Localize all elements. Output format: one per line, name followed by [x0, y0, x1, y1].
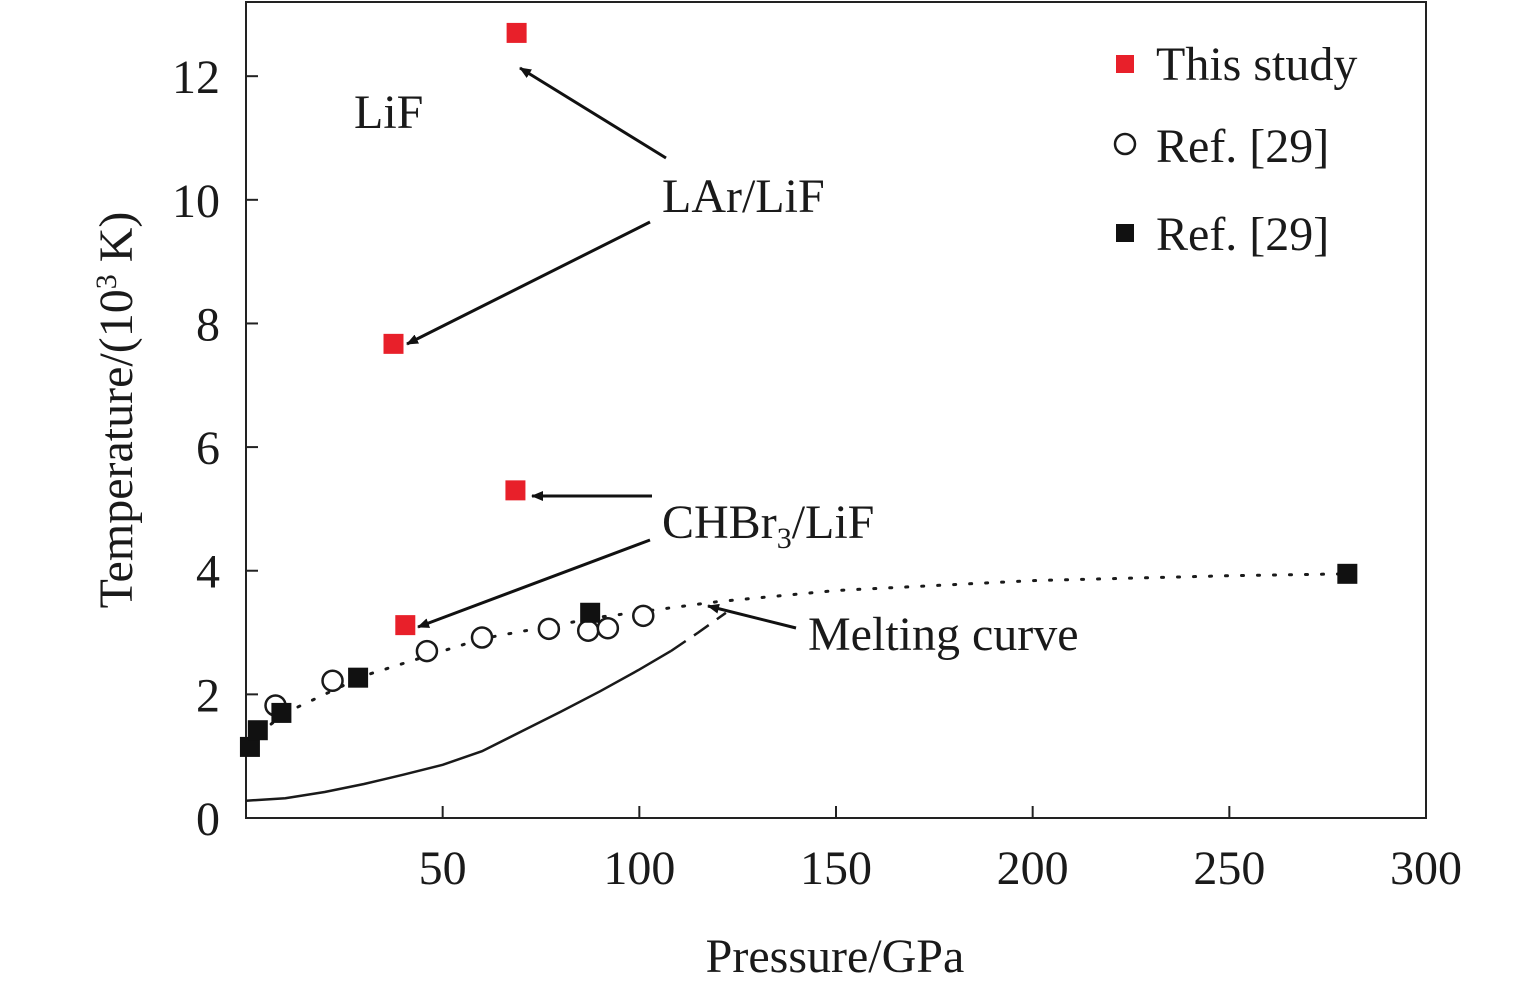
series-1-point: [470, 626, 494, 649]
arrow-lar-low: [406, 220, 651, 346]
series-2-point: [247, 720, 268, 741]
annotation-lif: LiF: [354, 86, 423, 139]
legend-label-ref29-open: Ref. [29]: [1156, 120, 1329, 173]
x-tick-label: 50: [419, 842, 467, 895]
series-1-point: [632, 604, 655, 628]
y-tick-label: 10: [172, 175, 220, 228]
x-axis-title: Pressure/GPa: [706, 930, 965, 983]
curves: [244, 572, 1349, 802]
series-1-point: [596, 616, 620, 640]
y-tick-label: 6: [196, 422, 220, 475]
x-tick-label: 250: [1193, 842, 1265, 895]
legend-label-this-study: This study: [1156, 38, 1357, 91]
series-1-point: [537, 617, 561, 641]
y-tick-label: 2: [196, 669, 220, 722]
legend-marker-ref29-open: [1113, 132, 1137, 156]
series-0-point: [383, 333, 404, 354]
series-2-point: [271, 702, 292, 723]
melting-curve-solid: [245, 650, 672, 802]
annotation-lar-lif: LAr/LiF: [662, 170, 825, 223]
melting-curve-dashed: [670, 611, 727, 653]
x-tick-label: 200: [997, 842, 1069, 895]
legend-marker-this-study: [1116, 55, 1134, 73]
x-tick-label: 150: [800, 842, 872, 895]
annotation-chbr3-suffix: /LiF: [792, 496, 875, 549]
series-1-point: [415, 639, 439, 663]
series-0-point: [506, 22, 527, 43]
series-1-point: [321, 669, 344, 693]
arrow-lar-high: [519, 66, 667, 160]
data-points: [239, 22, 1358, 757]
series-2-point: [348, 667, 369, 688]
y-tick-label: 0: [196, 793, 220, 846]
y-axis-ticks: 0 2 4 6 8 10 12: [172, 51, 258, 846]
y-tick-label: 8: [196, 298, 220, 351]
y-axis-title-prefix: Temperature/(10: [90, 289, 143, 608]
y-tick-label: 12: [172, 51, 220, 104]
annotation-chbr3-main: CHBr: [662, 496, 777, 549]
legend: This study Ref. [29] Ref. [29]: [1113, 38, 1357, 261]
series-1-point: [576, 619, 600, 642]
y-tick-label: 4: [196, 546, 220, 599]
series-2-point: [239, 736, 260, 757]
annotation-melting-curve: Melting curve: [808, 608, 1079, 661]
series-2-point: [580, 602, 601, 623]
series-0-point: [395, 615, 416, 636]
series-2-point: [1337, 563, 1358, 584]
x-axis-ticks: 50 100 150 200 250 300: [419, 806, 1462, 895]
y-axis-title-suffix: K): [90, 212, 143, 275]
annotation-chbr3-sub: 3: [777, 522, 792, 555]
x-tick-label: 100: [603, 842, 675, 895]
annotation-chbr3-lif: CHBr3/LiF: [662, 496, 874, 555]
series-0-point: [505, 480, 526, 501]
dotted-fit: [244, 572, 1349, 746]
y-axis-title-sup: 3: [90, 274, 123, 289]
arrow-melting: [707, 603, 797, 630]
arrow-chbr-low: [417, 538, 651, 629]
y-axis-title: Temperature/(103 K): [90, 212, 143, 609]
legend-marker-ref29-filled: [1116, 224, 1134, 242]
x-tick-label: 300: [1390, 842, 1462, 895]
legend-label-ref29-filled: Ref. [29]: [1156, 208, 1329, 261]
